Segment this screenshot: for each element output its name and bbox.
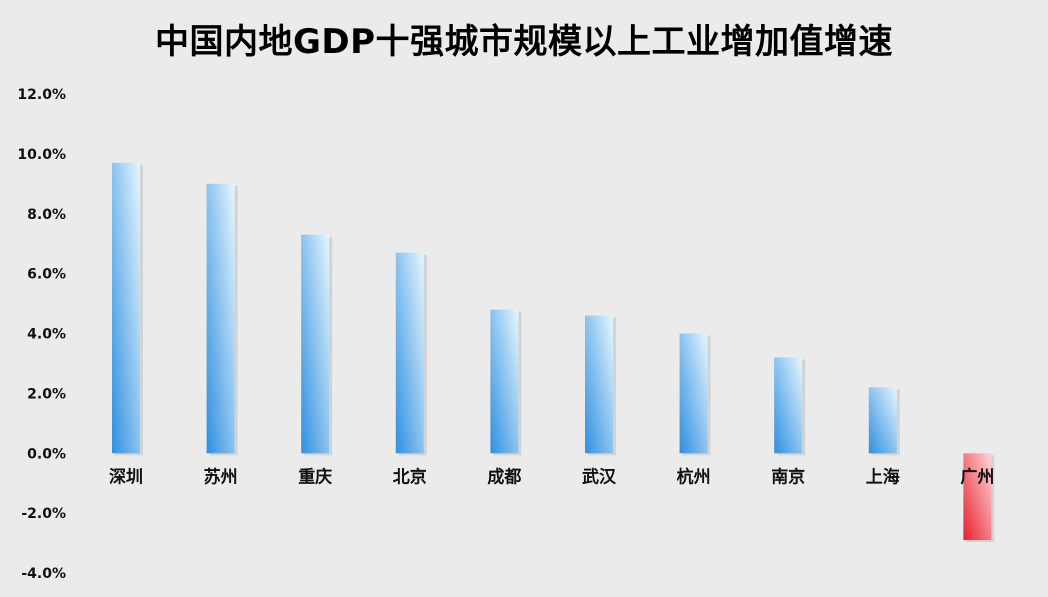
bar [679, 333, 708, 454]
y-tick-label: -2.0% [21, 506, 66, 522]
y-tick-label: 8.0% [27, 207, 66, 223]
y-tick-label: 4.0% [27, 327, 66, 343]
y-tick-label: 12.0% [17, 87, 66, 103]
y-tick-label: -4.0% [21, 566, 66, 582]
x-category-label: 深圳 [109, 466, 143, 487]
bar [395, 252, 424, 454]
x-category-label: 成都 [487, 466, 521, 487]
bar [490, 309, 519, 454]
bar [774, 357, 803, 454]
x-category-label: 北京 [393, 466, 427, 487]
y-tick-label: 6.0% [27, 267, 66, 283]
bar [868, 387, 897, 454]
x-category-label: 重庆 [298, 466, 332, 487]
bar [112, 162, 140, 454]
bar [963, 453, 992, 541]
x-category-label: 上海 [866, 466, 900, 487]
bar [301, 234, 330, 454]
x-category-label: 南京 [771, 466, 805, 487]
y-tick-label: 0.0% [27, 446, 66, 462]
y-tick-label: 10.0% [17, 147, 66, 163]
chart-title: 中国内地GDP十强城市规模以上工业增加值增速 [154, 22, 894, 62]
bar [585, 315, 613, 454]
y-tick-label: 2.0% [27, 386, 66, 402]
x-category-label: 广州 [960, 466, 994, 487]
x-category-label: 苏州 [204, 466, 238, 487]
x-category-label: 杭州 [677, 466, 711, 487]
bar [206, 183, 235, 454]
x-category-label: 武汉 [582, 466, 617, 487]
